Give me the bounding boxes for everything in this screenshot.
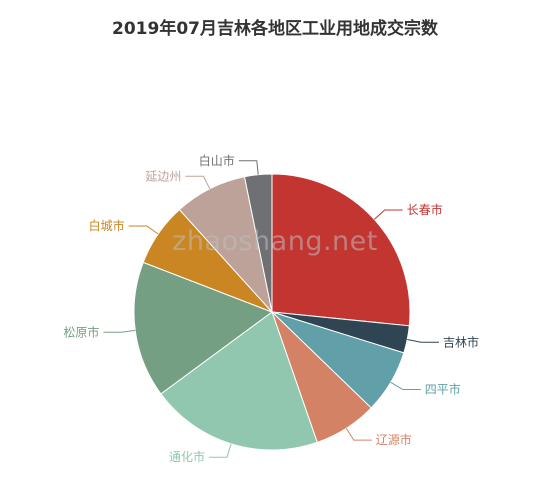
pie-slice-5[interactable] (133, 261, 274, 395)
slice-label-6: 白城市 (89, 218, 125, 233)
pie-slice-0[interactable] (271, 173, 411, 327)
slice-label-2: 四平市 (425, 382, 461, 397)
slice-label-4: 通化市 (169, 449, 205, 464)
slice-label-5: 松原市 (63, 324, 99, 339)
slice-label-7: 延边州 (145, 169, 181, 183)
label-line-0 (373, 209, 403, 220)
pie-slice-4[interactable] (160, 311, 318, 451)
label-line-7 (185, 175, 211, 190)
label-line-1 (407, 339, 439, 343)
label-line-4 (209, 443, 232, 458)
slice-label-0: 长春市 (407, 202, 443, 217)
label-line-3 (345, 428, 372, 441)
slice-label-3: 辽源市 (376, 432, 412, 447)
pie-slices (133, 173, 411, 451)
label-line-6 (128, 225, 159, 235)
chart-title: 2019年07月吉林各地区工业用地成交宗数 (112, 19, 438, 39)
slice-label-8: 白山市 (199, 153, 235, 168)
slice-label-1: 吉林市 (443, 334, 479, 349)
label-line-8 (238, 160, 259, 175)
label-line-5 (103, 329, 136, 333)
label-line-2 (390, 381, 421, 390)
